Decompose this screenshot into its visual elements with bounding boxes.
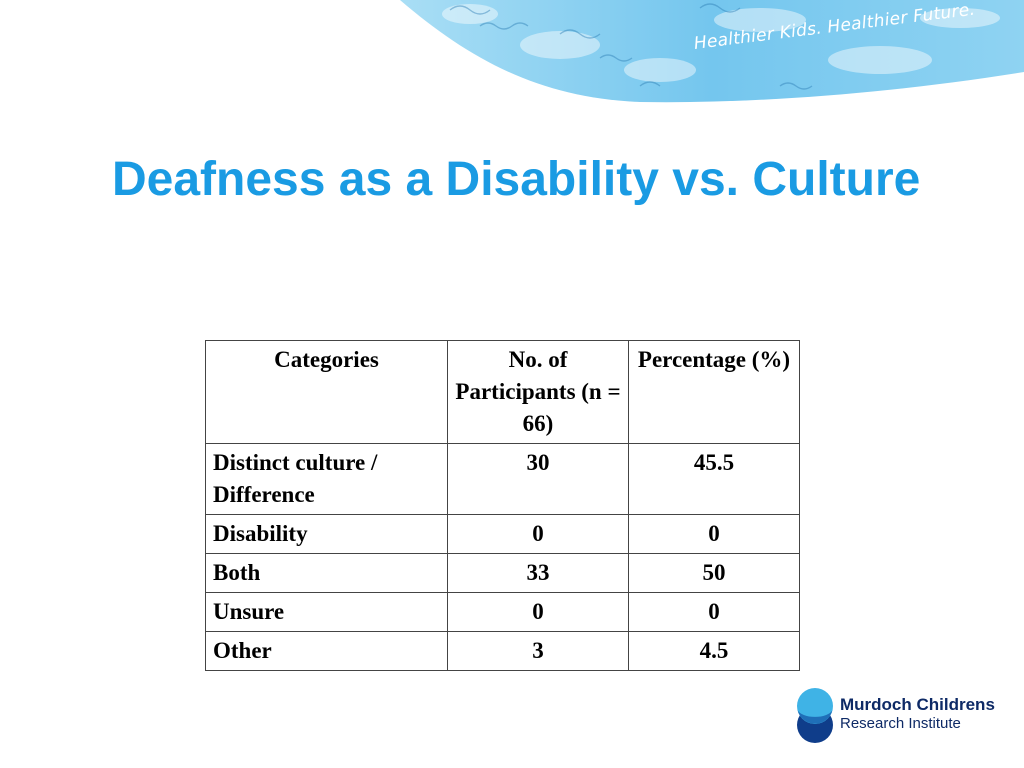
header-percentage: Percentage (%) <box>628 340 800 444</box>
logo-name-line2: Research Institute <box>840 715 961 732</box>
row-participants: 3 <box>447 631 629 671</box>
table-row: Both 33 50 <box>205 553 800 593</box>
header-categories: Categories <box>205 340 448 444</box>
row-percentage: 0 <box>628 514 800 554</box>
row-percentage: 50 <box>628 553 800 593</box>
results-table: Categories No. of Participants (n = 66) … <box>205 340 800 671</box>
row-participants: 0 <box>447 592 629 632</box>
row-percentage: 4.5 <box>628 631 800 671</box>
logo-circles-icon <box>797 688 833 743</box>
institute-logo: Murdoch Childrens Research Institute <box>796 688 1016 748</box>
banner-graphic <box>400 0 1024 103</box>
row-category: Disability <box>205 514 448 554</box>
row-percentage: 45.5 <box>628 443 800 515</box>
row-category: Both <box>205 553 448 593</box>
row-category: Other <box>205 631 448 671</box>
logo-name-line1: Murdoch Childrens <box>840 695 995 714</box>
table-row: Disability 0 0 <box>205 514 800 554</box>
row-participants: 33 <box>447 553 629 593</box>
row-category: Unsure <box>205 592 448 632</box>
row-category: Distinct culture / Difference <box>205 443 448 515</box>
row-percentage: 0 <box>628 592 800 632</box>
row-participants: 0 <box>447 514 629 554</box>
row-participants: 30 <box>447 443 629 515</box>
header-participants: No. of Participants (n = 66) <box>447 340 629 444</box>
header-banner: Healthier Kids. Healthier Future. <box>0 0 1024 105</box>
table-row: Unsure 0 0 <box>205 592 800 632</box>
slide-title: Deafness as a Disability vs. Culture <box>112 153 921 206</box>
table-row: Distinct culture / Difference 30 45.5 <box>205 443 800 515</box>
table-row: Other 3 4.5 <box>205 631 800 671</box>
table-header-row: Categories No. of Participants (n = 66) … <box>205 340 800 444</box>
